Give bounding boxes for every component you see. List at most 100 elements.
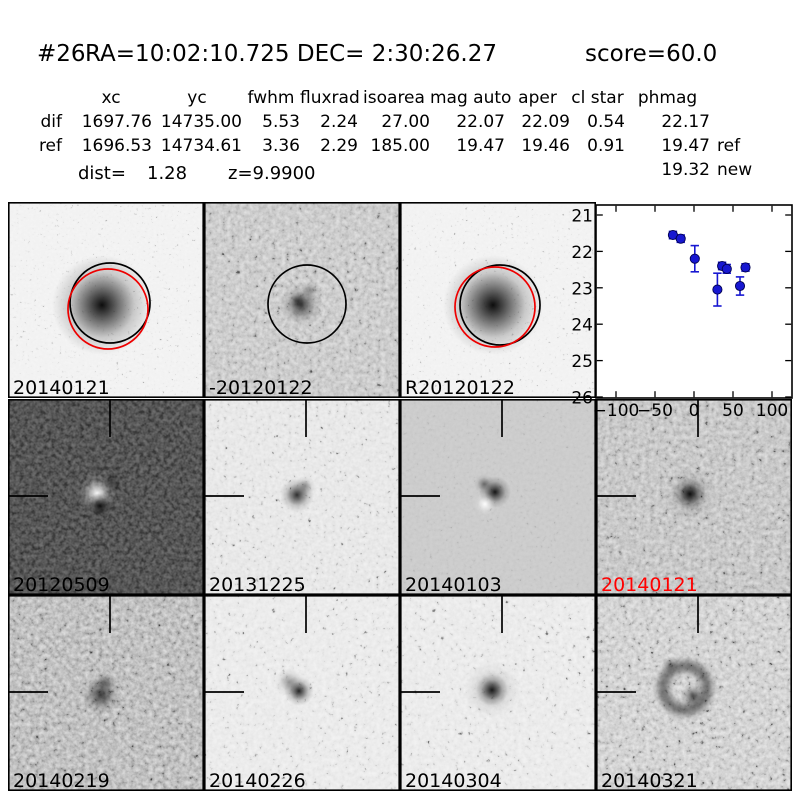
stamp-border: [596, 399, 792, 595]
ref-phmag-suffix: ref: [717, 136, 741, 156]
dif-yc: 14735.00: [160, 112, 242, 132]
source-blob: [443, 255, 543, 355]
stamp-panel-20140226: 20140226: [204, 595, 400, 791]
ref-fwhm: 3.36: [262, 136, 300, 156]
stamp-date-label: 20140226: [209, 770, 306, 791]
dist-label: dist=: [78, 163, 126, 184]
ring-blob: [658, 661, 712, 715]
source-blob: [662, 466, 718, 522]
dif-phmag: 22.17: [661, 112, 710, 132]
plot-frame: [595, 204, 793, 399]
stamp-panel-20140103: 20140103: [400, 399, 596, 595]
ref-isoarea: 185.00: [370, 136, 430, 156]
source-blob: [474, 493, 496, 515]
column-header-fwhm: fwhm: [247, 88, 295, 108]
row-label-ref: ref: [38, 136, 62, 156]
column-header-blank: [710, 86, 750, 110]
stamp-border: [8, 595, 204, 791]
x-tick-label: −50: [637, 401, 673, 421]
dif-fwhm: 5.53: [262, 112, 300, 132]
data-point: [721, 263, 732, 274]
column-header-isoarea: isoarea: [363, 88, 425, 108]
photometry-row-dif: dif 1697.76 14735.00 5.53 2.24 27.00 22.…: [0, 110, 750, 134]
ref-xc: 1696.53: [81, 136, 152, 156]
dif-fluxrad: 2.24: [320, 112, 358, 132]
new-c6: [505, 158, 570, 182]
candidate-score: score=60.0: [585, 41, 718, 67]
stamp-date-label: 20140219: [13, 770, 110, 791]
source-blob: [661, 656, 679, 674]
x-tick-label: 0: [689, 401, 700, 421]
new-c5: [430, 158, 505, 182]
stamp-date-label: 20131225: [209, 574, 306, 595]
stamp-date-label: -20120122: [209, 377, 313, 398]
source-blob: [295, 476, 315, 496]
dif-cl-star: 0.54: [587, 112, 625, 132]
new-c7: [570, 158, 625, 182]
stamp-border: [400, 399, 596, 595]
candidate-coordinates: RA=10:02:10.725 DEC= 2:30:26.27: [85, 41, 498, 67]
y-tick-label: 23: [571, 279, 593, 299]
aperture-circle: [69, 262, 151, 344]
data-point: [712, 284, 723, 295]
corner-cell: [0, 86, 70, 110]
source-blob: [93, 671, 117, 695]
source-blob: [464, 662, 520, 718]
y-tick-label: 21: [571, 207, 593, 227]
stamp-date-label: 20140321: [601, 770, 698, 791]
column-header-mag-auto: mag auto: [430, 88, 512, 108]
ref-mag-auto: 19.47: [456, 136, 505, 156]
data-point: [740, 262, 751, 273]
row-label-new: [0, 158, 70, 182]
aperture-circle: [267, 264, 347, 344]
source-blob: [474, 474, 494, 494]
photometry-header-row: xc yc fwhm fluxrad isoarea mag auto aper…: [0, 86, 750, 110]
stamp-panel-20140121: 20140121: [8, 202, 204, 398]
column-header-yc: yc: [187, 88, 207, 108]
stamp-date-label: 20140103: [405, 574, 502, 595]
stamp-panel-20140219: 20140219: [8, 595, 204, 791]
stamp-border: [8, 399, 204, 595]
dif-aper: 22.09: [521, 112, 570, 132]
stamp-panel-R20120122: R20120122: [400, 202, 596, 398]
source-blob: [680, 683, 706, 709]
stamp-border: [204, 399, 400, 595]
dif-isoarea: 27.00: [381, 112, 430, 132]
source-blob: [300, 280, 320, 300]
new-phmag-suffix: new: [717, 160, 753, 180]
stamp-date-label: 20140304: [405, 770, 502, 791]
aperture-circle: [459, 264, 541, 346]
stamp-panel--20120122: -20120122: [204, 202, 400, 398]
lightcurve-plot: −100−50 0 50 100 21 22 23 24 25 26: [571, 204, 793, 421]
data-point: [675, 233, 686, 244]
stamp-border: [400, 595, 596, 791]
x-tick-label: 50: [722, 401, 744, 421]
y-tick-label: 26: [571, 389, 593, 409]
redshift-value: z=9.9900: [228, 163, 316, 184]
aperture-circle: [67, 268, 149, 350]
stamp-border: [204, 202, 400, 398]
photometry-row-ref: ref 1696.53 14734.61 3.36 2.29 185.00 19…: [0, 134, 750, 158]
stamp-panel-20120509: 20120509: [8, 399, 204, 595]
photometry-row-new: 19.32 new: [0, 158, 753, 182]
dist-value: 1.28: [147, 163, 188, 184]
column-header-phmag: phmag: [637, 88, 698, 108]
stamp-date-label: 20140121: [601, 574, 698, 595]
dif-xc: 1697.76: [81, 112, 152, 132]
new-phmag: 19.32: [661, 160, 710, 180]
dif-mag-auto: 22.07: [456, 112, 505, 132]
stamp-border: [596, 595, 792, 791]
stamp-panel-20131225: 20131225: [204, 399, 400, 595]
new-c4: [358, 158, 430, 182]
y-tick-label: 25: [571, 352, 593, 372]
data-point: [734, 280, 746, 292]
y-tick-label: 24: [571, 316, 593, 336]
source-blob: [99, 470, 125, 496]
ref-phmag: 19.47: [661, 136, 710, 156]
stamp-panel-20140121: 20140121: [596, 399, 792, 595]
column-header-aper: aper: [518, 88, 557, 108]
dif-phmag-suffix: [710, 110, 750, 134]
stamp-panel-20140304: 20140304: [400, 595, 596, 791]
stamp-panel-20140321: 20140321: [596, 595, 792, 791]
